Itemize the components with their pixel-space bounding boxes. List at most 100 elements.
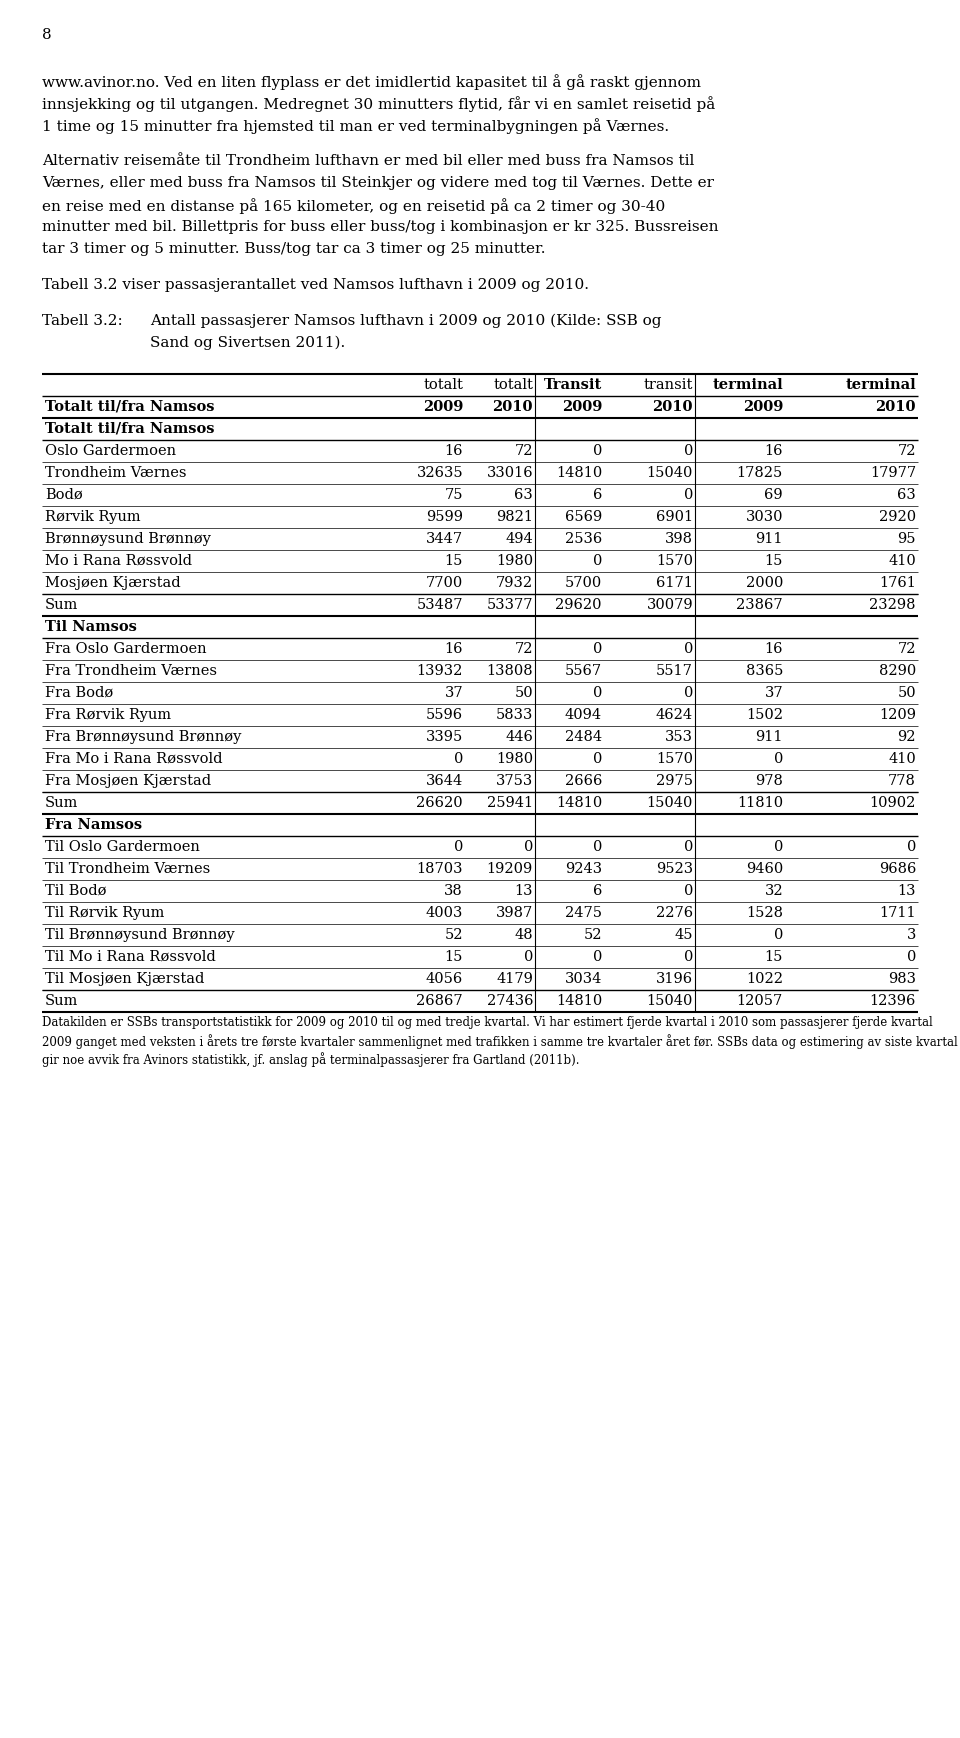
- Text: totalt: totalt: [423, 377, 463, 393]
- Text: Fra Mo i Rana Røssvold: Fra Mo i Rana Røssvold: [45, 753, 223, 766]
- Text: 12396: 12396: [870, 994, 916, 1008]
- Text: 5567: 5567: [564, 664, 602, 678]
- Text: tar 3 timer og 5 minutter. Buss/tog tar ca 3 timer og 25 minutter.: tar 3 timer og 5 minutter. Buss/tog tar …: [42, 242, 545, 255]
- Text: 3753: 3753: [495, 773, 533, 787]
- Text: Fra Trondheim Værnes: Fra Trondheim Værnes: [45, 664, 217, 678]
- Text: Til Trondheim Værnes: Til Trondheim Værnes: [45, 862, 210, 876]
- Text: 1761: 1761: [879, 575, 916, 589]
- Text: 15: 15: [764, 554, 783, 568]
- Text: Tabell 3.2 viser passasjerantallet ved Namsos lufthavn i 2009 og 2010.: Tabell 3.2 viser passasjerantallet ved N…: [42, 278, 589, 292]
- Text: en reise med en distanse på 165 kilometer, og en reisetid på ca 2 timer og 30-40: en reise med en distanse på 165 kilomete…: [42, 198, 665, 214]
- Text: 0: 0: [684, 687, 693, 700]
- Text: terminal: terminal: [712, 377, 783, 393]
- Text: Til Mo i Rana Røssvold: Til Mo i Rana Røssvold: [45, 951, 216, 965]
- Text: 2975: 2975: [656, 773, 693, 787]
- Text: Til Oslo Gardermoen: Til Oslo Gardermoen: [45, 839, 200, 853]
- Text: 16: 16: [764, 641, 783, 655]
- Text: 72: 72: [898, 443, 916, 459]
- Text: 15: 15: [444, 951, 463, 965]
- Text: 95: 95: [898, 532, 916, 546]
- Text: 72: 72: [898, 641, 916, 655]
- Text: 2009: 2009: [422, 400, 463, 414]
- Text: 1711: 1711: [879, 905, 916, 919]
- Text: 0: 0: [684, 839, 693, 853]
- Text: 3: 3: [906, 928, 916, 942]
- Text: 3196: 3196: [656, 972, 693, 985]
- Text: 92: 92: [898, 730, 916, 744]
- Text: 19209: 19209: [487, 862, 533, 876]
- Text: Mo i Rana Røssvold: Mo i Rana Røssvold: [45, 554, 192, 568]
- Text: Mosjøen Kjærstad: Mosjøen Kjærstad: [45, 575, 180, 589]
- Text: 4624: 4624: [656, 707, 693, 721]
- Text: 15: 15: [764, 951, 783, 965]
- Text: 2276: 2276: [656, 905, 693, 919]
- Text: 0: 0: [592, 687, 602, 700]
- Text: 32: 32: [764, 885, 783, 899]
- Text: 2010: 2010: [653, 400, 693, 414]
- Text: Rørvik Ryum: Rørvik Ryum: [45, 509, 140, 523]
- Text: 398: 398: [665, 532, 693, 546]
- Text: 53377: 53377: [487, 598, 533, 612]
- Text: 983: 983: [888, 972, 916, 985]
- Text: Sum: Sum: [45, 796, 79, 810]
- Text: 48: 48: [515, 928, 533, 942]
- Text: 6569: 6569: [564, 509, 602, 523]
- Text: 1980: 1980: [496, 753, 533, 766]
- Text: 10902: 10902: [870, 796, 916, 810]
- Text: 15: 15: [444, 554, 463, 568]
- Text: 410: 410: [888, 554, 916, 568]
- Text: 63: 63: [515, 488, 533, 502]
- Text: 0: 0: [454, 839, 463, 853]
- Text: 16: 16: [764, 443, 783, 459]
- Text: Sum: Sum: [45, 994, 79, 1008]
- Text: 1209: 1209: [879, 707, 916, 721]
- Text: 53487: 53487: [417, 598, 463, 612]
- Text: 2010: 2010: [876, 400, 916, 414]
- Text: 3395: 3395: [425, 730, 463, 744]
- Text: 0: 0: [454, 753, 463, 766]
- Text: 5596: 5596: [426, 707, 463, 721]
- Text: 4094: 4094: [564, 707, 602, 721]
- Text: 0: 0: [592, 839, 602, 853]
- Text: 8365: 8365: [746, 664, 783, 678]
- Text: 63: 63: [898, 488, 916, 502]
- Text: 2536: 2536: [564, 532, 602, 546]
- Text: Tabell 3.2:: Tabell 3.2:: [42, 315, 123, 328]
- Text: 12057: 12057: [736, 994, 783, 1008]
- Text: 0: 0: [684, 641, 693, 655]
- Text: 5833: 5833: [495, 707, 533, 721]
- Text: 0: 0: [774, 928, 783, 942]
- Text: 911: 911: [756, 532, 783, 546]
- Text: Sum: Sum: [45, 598, 79, 612]
- Text: 8: 8: [42, 28, 52, 42]
- Text: 13: 13: [515, 885, 533, 899]
- Text: Trondheim Værnes: Trondheim Værnes: [45, 466, 186, 480]
- Text: 0: 0: [592, 951, 602, 965]
- Text: 15040: 15040: [647, 796, 693, 810]
- Text: 38: 38: [444, 885, 463, 899]
- Text: 1 time og 15 minutter fra hjemsted til man er ved terminalbygningen på Værnes.: 1 time og 15 minutter fra hjemsted til m…: [42, 118, 669, 134]
- Text: 26620: 26620: [417, 796, 463, 810]
- Text: 4056: 4056: [425, 972, 463, 985]
- Text: 0: 0: [906, 839, 916, 853]
- Text: 1570: 1570: [656, 554, 693, 568]
- Text: 17825: 17825: [736, 466, 783, 480]
- Text: 4179: 4179: [496, 972, 533, 985]
- Text: terminal: terminal: [845, 377, 916, 393]
- Text: 9599: 9599: [426, 509, 463, 523]
- Text: 30079: 30079: [646, 598, 693, 612]
- Text: 13808: 13808: [487, 664, 533, 678]
- Text: 23867: 23867: [736, 598, 783, 612]
- Text: Fra Rørvik Ryum: Fra Rørvik Ryum: [45, 707, 171, 721]
- Text: 33016: 33016: [487, 466, 533, 480]
- Text: 72: 72: [515, 443, 533, 459]
- Text: 50: 50: [898, 687, 916, 700]
- Text: 2484: 2484: [564, 730, 602, 744]
- Text: 3644: 3644: [425, 773, 463, 787]
- Text: 52: 52: [444, 928, 463, 942]
- Text: 3030: 3030: [746, 509, 783, 523]
- Text: www.avinor.no. Ved en liten flyplass er det imidlertid kapasitet til å gå raskt : www.avinor.no. Ved en liten flyplass er …: [42, 75, 701, 90]
- Text: 2920: 2920: [878, 509, 916, 523]
- Text: 26867: 26867: [417, 994, 463, 1008]
- Text: 4003: 4003: [425, 905, 463, 919]
